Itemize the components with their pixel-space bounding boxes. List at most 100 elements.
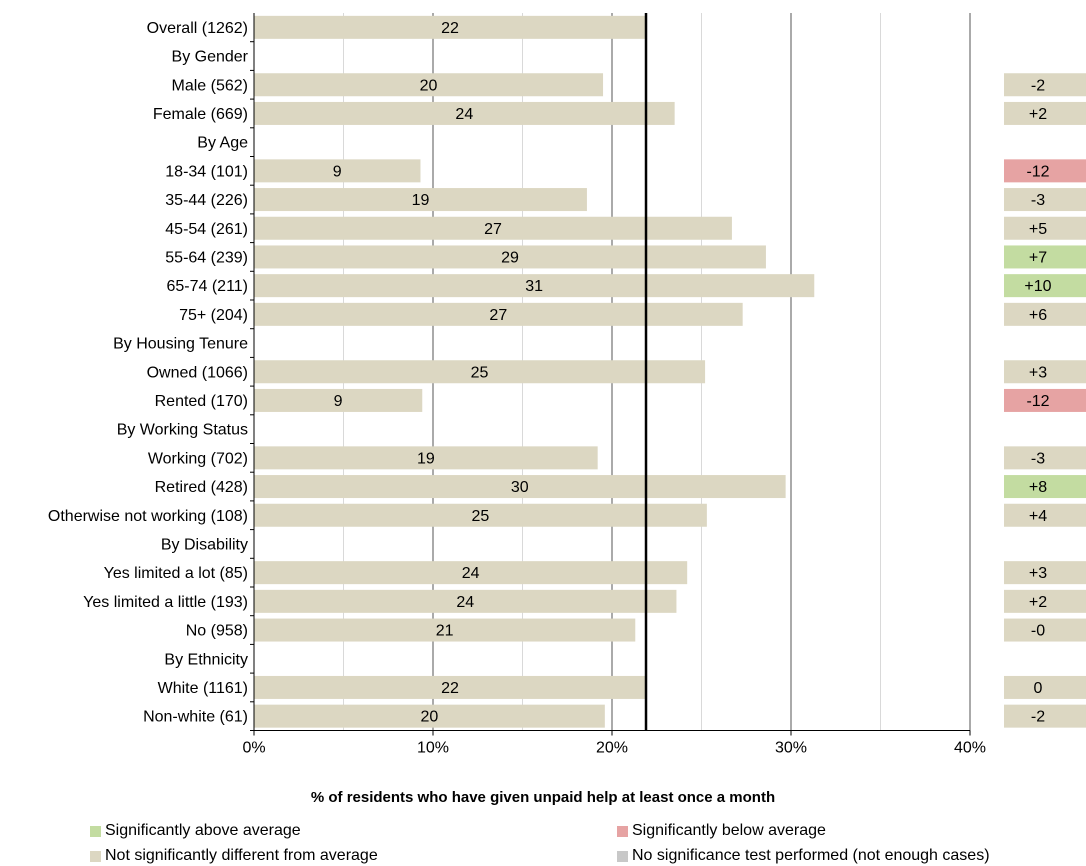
bar xyxy=(254,302,743,326)
category-label: Yes limited a lot (85) xyxy=(104,565,248,582)
difference-cell xyxy=(1004,216,1086,240)
difference-label: -12 xyxy=(1026,393,1049,410)
group-header-label: By Ethnicity xyxy=(164,651,248,668)
category-label: Yes limited a little (193) xyxy=(83,594,248,611)
category-label: Otherwise not working (108) xyxy=(48,508,248,525)
bar-value-label: 24 xyxy=(456,594,474,611)
difference-cell xyxy=(1004,302,1086,326)
difference-cell xyxy=(1004,704,1086,728)
bar-value-label: 9 xyxy=(333,163,342,180)
bar xyxy=(254,15,647,39)
bar xyxy=(254,446,598,470)
difference-cell xyxy=(1004,360,1086,384)
bar-value-label: 27 xyxy=(484,221,502,238)
category-labels: Overall (1262) By Gender Male (562) Female … xyxy=(48,20,249,726)
legend-label-ns: Not significantly different from average xyxy=(105,847,378,864)
difference-label: +10 xyxy=(1024,278,1051,295)
bar-value-label: 21 xyxy=(436,623,454,640)
category-label: 55-64 (239) xyxy=(165,249,248,266)
bar xyxy=(254,503,707,527)
legend-label-above: Significantly above average xyxy=(105,822,301,839)
bar-value-label: 22 xyxy=(441,20,459,37)
difference-label: +3 xyxy=(1029,565,1047,582)
difference-cell xyxy=(1004,388,1086,412)
axes: 0% 10% 20% 30% 40% xyxy=(242,13,986,757)
category-label: 65-74 (211) xyxy=(166,278,248,295)
bar-value-label: 30 xyxy=(511,479,529,496)
group-header-label: By Housing Tenure xyxy=(113,336,248,353)
bar xyxy=(254,675,647,699)
category-label: Overall (1262) xyxy=(147,20,248,37)
bar xyxy=(254,274,815,298)
bar xyxy=(254,360,706,384)
legend-item-above: Significantly above average xyxy=(90,822,301,840)
group-header-label: By Disability xyxy=(161,536,248,553)
x-tick-label: 40% xyxy=(954,740,986,757)
difference-label: +8 xyxy=(1029,479,1047,496)
x-tick-label: 10% xyxy=(417,740,449,757)
difference-label: -12 xyxy=(1026,163,1049,180)
bar-value-label: 24 xyxy=(462,565,480,582)
x-tick-label: 20% xyxy=(596,740,628,757)
group-header-label: By Age xyxy=(197,135,248,152)
difference-cell xyxy=(1004,446,1086,470)
category-label: Working (702) xyxy=(148,450,248,467)
legend-item-below: Significantly below average xyxy=(617,822,826,840)
difference-label: -0 xyxy=(1031,623,1045,640)
category-label: 18-34 (101) xyxy=(165,163,248,180)
bar-value-label: 22 xyxy=(441,680,459,697)
difference-cell xyxy=(1004,245,1086,269)
bar xyxy=(254,188,587,212)
bar-value-label: 31 xyxy=(525,278,543,295)
legend-swatch-na xyxy=(617,850,628,862)
legend-label-below: Significantly below average xyxy=(632,822,826,839)
bar xyxy=(254,216,732,240)
category-label: 75+ (204) xyxy=(179,307,248,324)
difference-cell xyxy=(1004,675,1086,699)
difference-cell xyxy=(1004,159,1086,183)
difference-label: +2 xyxy=(1029,594,1047,611)
category-label: Owned (1066) xyxy=(147,364,248,381)
category-label: Non-white (61) xyxy=(143,709,248,726)
legend-item-ns: Not significantly different from average xyxy=(90,847,378,865)
bar-value-label: 25 xyxy=(472,508,490,525)
bar-value-label: 27 xyxy=(489,307,507,324)
bar-value-label: 29 xyxy=(501,249,519,266)
bar xyxy=(254,475,786,499)
bar xyxy=(254,618,636,642)
legend-swatch-above xyxy=(90,825,101,837)
legend-swatch-ns xyxy=(90,850,101,862)
bar xyxy=(254,589,677,613)
bar xyxy=(254,73,604,97)
difference-label: +7 xyxy=(1029,249,1047,266)
difference-cell xyxy=(1004,503,1086,527)
difference-cell xyxy=(1004,618,1086,642)
difference-cell xyxy=(1004,101,1086,125)
difference-cell xyxy=(1004,274,1086,298)
bar xyxy=(254,245,766,269)
difference-column: -2 +2 -12 -3 +5 +7 +10 +6 +3 -12 -3 +8 +4 +3 +2 -0 0 -2 xyxy=(1004,73,1086,728)
bar xyxy=(254,704,605,728)
x-axis-title: % of residents who have given unpaid hel… xyxy=(310,789,776,806)
difference-label: +3 xyxy=(1029,364,1047,381)
bar xyxy=(254,101,675,125)
difference-cell xyxy=(1004,475,1086,499)
difference-cell xyxy=(1004,188,1086,212)
category-label: White (1161) xyxy=(158,680,248,697)
category-label: Female (669) xyxy=(153,106,248,123)
bar-value-label: 19 xyxy=(417,450,435,467)
difference-label: -2 xyxy=(1031,77,1045,94)
category-label: Rented (170) xyxy=(155,393,248,410)
bar-value-label: 9 xyxy=(334,393,343,410)
difference-label: -2 xyxy=(1031,709,1045,726)
legend-item-na: No significance test performed (not enou… xyxy=(617,847,990,865)
bar xyxy=(254,159,421,183)
difference-cell xyxy=(1004,561,1086,585)
difference-label: +4 xyxy=(1029,508,1047,525)
difference-cell xyxy=(1004,589,1086,613)
category-label: 35-44 (226) xyxy=(165,192,248,209)
x-tick-label: 30% xyxy=(775,740,807,757)
difference-label: +2 xyxy=(1029,106,1047,123)
category-label: No (958) xyxy=(186,623,248,640)
